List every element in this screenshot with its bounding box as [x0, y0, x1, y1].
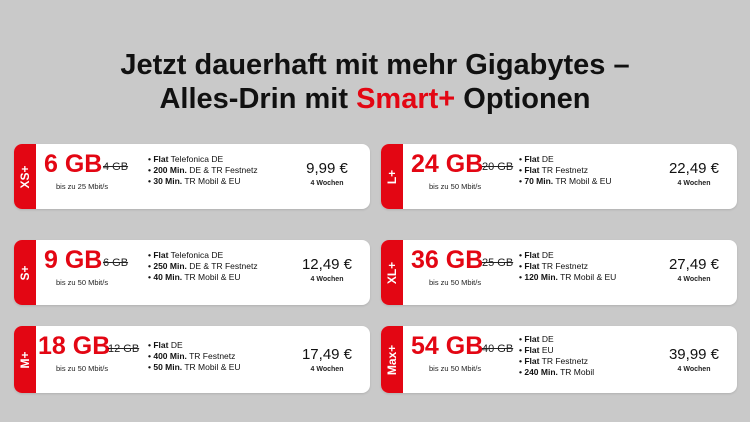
- feature-item: 240 Min. TR Mobil: [519, 367, 594, 378]
- headline-line-1: Jetzt dauerhaft mit mehr Gigabytes –: [120, 49, 630, 81]
- plan-features: Flat DE Flat TR Festnetz 70 Min. TR Mobi…: [519, 154, 612, 187]
- plan-old-gb: 12 GB: [108, 343, 140, 355]
- plan-speed: bis zu 50 Mbit/s: [429, 364, 482, 373]
- plan-old-gb: 25 GB: [482, 257, 514, 269]
- feature-item: Flat EU: [519, 345, 594, 356]
- feature-item: 120 Min. TR Mobil & EU: [519, 272, 616, 283]
- headline-accent: Smart+: [356, 83, 456, 115]
- plan-speed: bis zu 50 Mbit/s: [429, 278, 482, 287]
- feature-item: 250 Min. DE & TR Festnetz: [148, 261, 257, 272]
- headline-suffix: Optionen: [455, 83, 591, 115]
- plan-old-gb: 4 GB: [103, 161, 129, 173]
- feature-item: Flat Telefonica DE: [148, 154, 258, 165]
- plan-features: Flat DE Flat EU Flat TR Festnetz 240 Min…: [519, 334, 594, 378]
- plan-features: Flat Telefonica DE 200 Min. DE & TR Fest…: [148, 154, 258, 187]
- plan-tab: XS+: [14, 144, 36, 209]
- headline: Jetzt dauerhaft mit mehr Gigabytes – All…: [0, 48, 750, 116]
- plan-period: 4 Wochen: [677, 366, 711, 373]
- plan-old-gb: 40 GB: [482, 343, 514, 355]
- feature-item: Flat DE: [148, 340, 241, 351]
- plan-price: 12,49 €: [301, 256, 353, 273]
- feature-item: Flat TR Festnetz: [519, 261, 616, 272]
- plan-old-gb: 6 GB: [103, 257, 129, 269]
- feature-item: Flat Telefonica DE: [148, 250, 258, 261]
- plan-period: 4 Wochen: [310, 276, 344, 283]
- plan-period: 4 Wochen: [677, 276, 711, 283]
- plan-card-xl[interactable]: XL+ 36 GB 25 GB bis zu 50 Mbit/s Flat DE…: [381, 240, 737, 305]
- plan-features: Flat Telefonica DE 250 Min. DE & TR Fest…: [148, 250, 258, 283]
- plan-card-l[interactable]: L+ 24 GB 20 GB bis zu 50 Mbit/s Flat DE …: [381, 144, 737, 209]
- plan-gb: 36 GB: [411, 246, 484, 274]
- feature-item: 200 Min. DE & TR Festnetz: [148, 165, 257, 176]
- plan-price: 27,49 €: [668, 256, 720, 273]
- plan-tab: Max+: [381, 326, 403, 393]
- plan-tab: S+: [14, 240, 36, 305]
- feature-item: 400 Min. TR Festnetz: [148, 351, 241, 362]
- plan-card-xs[interactable]: XS+ 6 GB 4 GB bis zu 25 Mbit/s Flat Tele…: [14, 144, 370, 209]
- feature-item: 30 Min. TR Mobil & EU: [148, 176, 258, 187]
- plan-price: 22,49 €: [668, 160, 720, 177]
- feature-item: Flat TR Festnetz: [519, 165, 612, 176]
- plan-period: 4 Wochen: [310, 180, 344, 187]
- plan-speed: bis zu 50 Mbit/s: [56, 364, 109, 373]
- feature-item: Flat DE: [519, 154, 612, 165]
- plan-speed: bis zu 50 Mbit/s: [56, 278, 109, 287]
- plan-tab: L+: [381, 144, 403, 209]
- headline-prefix: Alles-Drin mit: [159, 83, 357, 115]
- plan-card-s[interactable]: S+ 9 GB 6 GB bis zu 50 Mbit/s Flat Telef…: [14, 240, 370, 305]
- plan-gb: 6 GB: [44, 150, 103, 178]
- feature-item: Flat TR Festnetz: [519, 356, 594, 367]
- plan-card-max[interactable]: Max+ 54 GB 40 GB bis zu 50 Mbit/s Flat D…: [381, 326, 737, 393]
- headline-line-2: Alles-Drin mit Smart+ Optionen: [0, 82, 750, 116]
- plan-speed: bis zu 25 Mbit/s: [56, 182, 109, 191]
- plan-tab-label: S+: [18, 264, 32, 281]
- plan-gb: 24 GB: [411, 150, 484, 178]
- plan-features: Flat DE Flat TR Festnetz 120 Min. TR Mob…: [519, 250, 616, 283]
- plan-tab-label: M+: [18, 350, 32, 369]
- feature-item: 40 Min. TR Mobil & EU: [148, 272, 258, 283]
- plan-tab: M+: [14, 326, 36, 393]
- feature-item: Flat DE: [519, 250, 616, 261]
- plan-gb: 9 GB: [44, 246, 103, 274]
- feature-item: Flat DE: [519, 334, 594, 345]
- plan-period: 4 Wochen: [310, 366, 344, 373]
- plan-price: 9,99 €: [306, 160, 348, 177]
- feature-item: 50 Min. TR Mobil & EU: [148, 362, 240, 373]
- plan-gb: 54 GB: [411, 332, 484, 360]
- plan-price: 17,49 €: [301, 346, 353, 363]
- plan-speed: bis zu 50 Mbit/s: [429, 182, 482, 191]
- plan-features: Flat DE 400 Min. TR Festnetz 50 Min. TR …: [148, 340, 241, 373]
- plan-tab: XL+: [381, 240, 403, 305]
- plan-gb: 18 GB: [38, 332, 111, 360]
- feature-item: 70 Min. TR Mobil & EU: [519, 176, 611, 187]
- plan-period: 4 Wochen: [677, 180, 711, 187]
- plan-tab-label: XL+: [385, 261, 399, 284]
- plan-old-gb: 20 GB: [482, 161, 514, 173]
- plan-tab-label: L+: [385, 169, 399, 184]
- plan-card-m[interactable]: M+ 18 GB 12 GB bis zu 50 Mbit/s Flat DE …: [14, 326, 370, 393]
- plan-tab-label: Max+: [385, 344, 399, 375]
- plan-tab-label: XS+: [18, 164, 32, 189]
- plan-price: 39,99 €: [668, 346, 720, 363]
